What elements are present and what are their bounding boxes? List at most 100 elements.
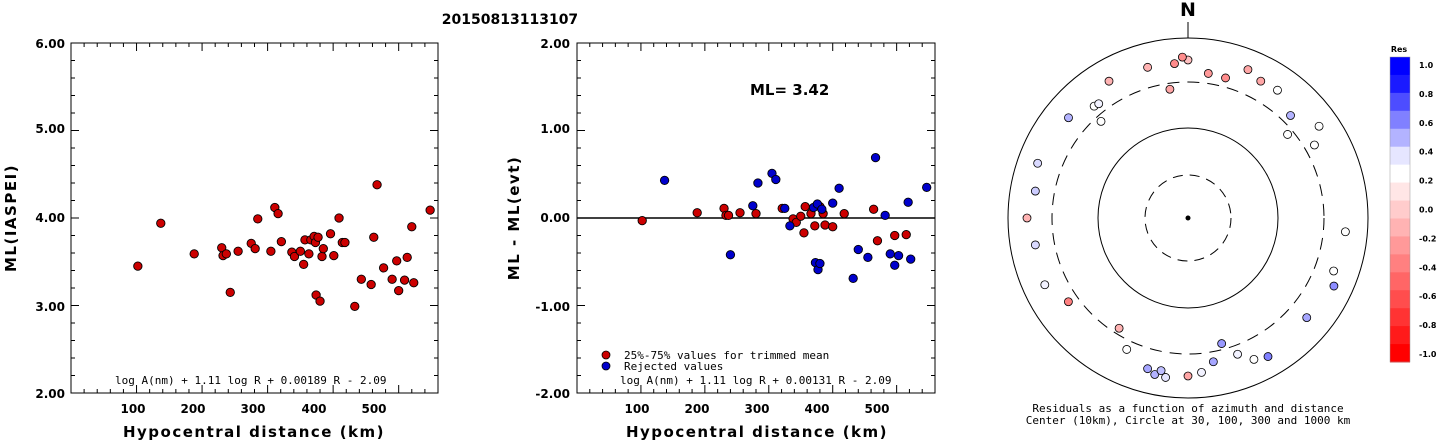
azimuth-point	[1030, 240, 1040, 250]
azimuth-point	[1243, 65, 1253, 75]
y-tick-label: 2.00	[35, 387, 65, 401]
colorbar-swatch	[1390, 164, 1410, 184]
x-tick-label: 500	[864, 402, 889, 416]
panel-azimuth: N Residuals as a function of azimuth and…	[1007, 0, 1369, 427]
colorbar-swatch	[1390, 74, 1410, 94]
colorbar-swatch	[1390, 182, 1410, 202]
azimuth-point	[1183, 371, 1193, 381]
azimuth-point	[1096, 116, 1106, 126]
ml-point	[317, 251, 327, 262]
ml-point	[318, 243, 328, 254]
azimuth-point	[1329, 281, 1339, 291]
colorbar-swatch	[1390, 236, 1410, 255]
residual-point	[692, 208, 702, 218]
azimuth-point	[1310, 140, 1319, 150]
ml-point	[273, 208, 283, 219]
data-points	[637, 152, 932, 284]
residual-point	[903, 197, 913, 207]
y-axis-label: ML - ML(evt)	[505, 156, 523, 280]
azimuth-point	[1203, 69, 1213, 78]
x-tick-label: 200	[180, 402, 205, 416]
ml-point	[329, 250, 339, 261]
colorbar-tick-label: 0.8	[1419, 90, 1434, 99]
residual-point	[723, 210, 734, 221]
ml-point	[407, 222, 417, 232]
colorbar-swatch	[1390, 290, 1410, 309]
residual-point	[834, 183, 844, 193]
azimuth-point	[1064, 113, 1073, 123]
colorbar-swatch	[1390, 308, 1410, 327]
ml-point	[299, 259, 309, 270]
residual-point	[863, 252, 873, 263]
azimuth-point	[1030, 186, 1040, 196]
colorbar-swatch	[1390, 128, 1410, 148]
ml-point	[133, 261, 143, 271]
colorbar-tick-labels: 1.0 0.8 0.6 0.4 0.2 0.0 -0.2 -0.4 -0.6 -0.8 -1.0	[1419, 61, 1437, 359]
panel-ml-residual: 2.00 1.00 0.00 -1.00 -2.00 100 200 300 4…	[505, 37, 936, 441]
ml-point	[356, 274, 366, 284]
azimuth-point	[1022, 213, 1032, 223]
ml-point	[253, 214, 263, 224]
ml-point	[233, 246, 243, 256]
y-tick-label: 5.00	[35, 122, 65, 136]
center-dot	[1185, 215, 1191, 221]
azimuth-point	[1150, 370, 1160, 379]
azimuth-point	[1263, 352, 1273, 361]
colorbar-tick-label: -0.6	[1419, 292, 1437, 301]
azimuth-point	[1256, 76, 1266, 86]
azimuth-point	[1177, 52, 1187, 62]
azimuth-point	[1114, 323, 1124, 333]
ml-point	[156, 218, 166, 228]
circle-30km	[1144, 174, 1232, 262]
residual-point	[820, 220, 830, 230]
azimuth-point	[1249, 354, 1259, 364]
ml-point	[350, 301, 360, 312]
azimuth-point	[1143, 62, 1153, 72]
azimuth-point	[1170, 59, 1179, 68]
y-tick-label: -1.00	[535, 300, 570, 314]
azimuth-point	[1208, 357, 1218, 367]
azimuth-point	[1217, 339, 1227, 348]
y-tick-label: 3.00	[35, 300, 65, 314]
ml-point	[189, 249, 199, 259]
x-tick-label: 500	[361, 402, 386, 416]
caption-line-2: Center (10km), Circle at 30, 100, 300 an…	[1026, 414, 1351, 427]
colorbar-tick-label: 0.2	[1419, 177, 1433, 186]
legend-label-rejected: Rejected values	[624, 360, 723, 373]
ml-point	[315, 296, 325, 306]
circle-300km	[1051, 81, 1325, 355]
residual-point	[796, 211, 806, 221]
azimuth-point	[1094, 99, 1104, 109]
legend-marker-rejected	[601, 361, 611, 371]
residual-point	[817, 204, 827, 214]
y-tick-label: 2.00	[540, 37, 570, 51]
ml-point	[425, 205, 435, 215]
colorbar-tick-label: -0.2	[1419, 234, 1437, 243]
azimuth-point	[1283, 130, 1292, 139]
panel-ml-iaspei: 6.00 5.00 4.00 3.00 2.00 100 200 300 400…	[2, 37, 439, 441]
colorbar-swatch	[1390, 254, 1410, 273]
legend-label-trimmed: 25%-75% values for trimmed mean	[624, 349, 829, 362]
ml-point	[221, 249, 231, 259]
colorbar-swatch	[1390, 110, 1410, 130]
colorbar-tick-label: -0.4	[1419, 263, 1437, 272]
ml-point	[369, 232, 379, 242]
ml-point	[334, 213, 344, 223]
legend-marker-trimmed	[601, 350, 611, 360]
azimuth-point	[1040, 280, 1050, 290]
azimuth-point	[1314, 121, 1324, 131]
colorbar-swatch	[1390, 146, 1410, 166]
residual-point	[810, 221, 820, 231]
residual-point	[828, 198, 838, 208]
ml-point	[399, 275, 410, 285]
ml-point	[313, 232, 323, 242]
azimuth-points	[1022, 52, 1350, 382]
residual-point	[880, 210, 890, 221]
ml-point	[402, 252, 412, 263]
x-tick-label: 100	[624, 402, 649, 416]
ml-point	[378, 263, 389, 273]
ml-point	[304, 249, 314, 259]
azimuth-point	[1340, 227, 1350, 237]
residual-point	[890, 260, 900, 270]
x-tick-label: 300	[744, 402, 769, 416]
